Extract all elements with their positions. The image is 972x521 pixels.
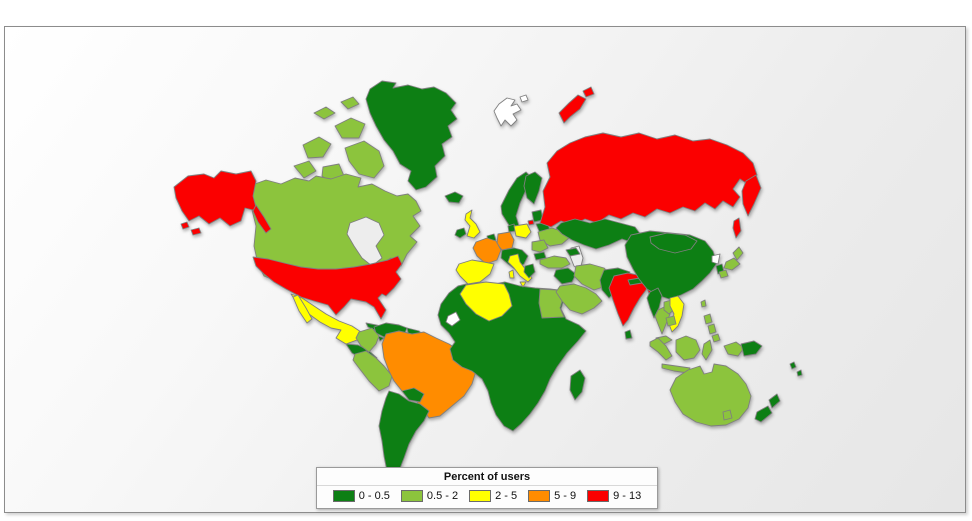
country-spain-portugal[interactable] xyxy=(455,259,495,285)
country-romania[interactable] xyxy=(531,239,549,253)
country-finland[interactable] xyxy=(523,171,543,205)
hudson-bay xyxy=(346,216,385,267)
map-panel: Percent of users 0 - 0.5 0.5 - 2 2 - 5 5… xyxy=(4,26,966,513)
legend-item-0[interactable]: 0 - 0.5 xyxy=(332,490,390,502)
country-pacific-islands[interactable] xyxy=(789,361,803,377)
legend-item-4[interactable]: 9 - 13 xyxy=(587,490,641,502)
country-usa-aleutians[interactable] xyxy=(180,221,202,236)
country-taiwan[interactable] xyxy=(700,299,707,308)
country-west-papua[interactable] xyxy=(723,341,745,357)
country-mexico[interactable] xyxy=(290,293,362,345)
legend-label-1: 0.5 - 2 xyxy=(426,490,459,502)
country-bolivia[interactable] xyxy=(401,387,425,403)
legend-swatch-2 xyxy=(469,490,492,502)
legend-item-3[interactable]: 5 - 9 xyxy=(528,490,576,502)
legend-swatch-3 xyxy=(528,490,551,502)
country-jamaica[interactable] xyxy=(377,335,385,342)
country-china[interactable] xyxy=(624,230,718,300)
country-western-sahara xyxy=(445,311,461,327)
country-colombia[interactable] xyxy=(355,327,380,353)
legend-label-3: 5 - 9 xyxy=(554,490,577,502)
country-mongolia[interactable] xyxy=(649,232,698,254)
legend-title: Percent of users xyxy=(317,468,657,486)
country-australia[interactable] xyxy=(669,363,752,427)
legend-item-2[interactable]: 2 - 5 xyxy=(469,490,517,502)
country-russia-kaliningrad[interactable] xyxy=(527,219,535,226)
country-north-korea xyxy=(711,253,721,265)
country-greece[interactable] xyxy=(523,263,536,279)
country-tasmania[interactable] xyxy=(722,409,733,421)
country-russia-novaya-zemlya[interactable] xyxy=(558,86,595,124)
legend: Percent of users 0 - 0.5 0.5 - 2 2 - 5 5… xyxy=(316,467,658,509)
country-turkey[interactable] xyxy=(539,255,571,269)
country-africa[interactable] xyxy=(437,281,587,432)
country-sri-lanka[interactable] xyxy=(624,329,633,340)
country-madagascar[interactable] xyxy=(569,369,586,401)
country-iceland[interactable] xyxy=(444,191,464,204)
country-mexico-baja[interactable] xyxy=(292,294,313,324)
legend-items: 0 - 0.5 0.5 - 2 2 - 5 5 - 9 9 - 13 xyxy=(317,486,657,502)
world-choropleth-map xyxy=(173,80,803,477)
country-usa-alaska-panhandle[interactable] xyxy=(252,204,272,234)
country-italy[interactable] xyxy=(507,253,533,288)
country-france[interactable] xyxy=(472,237,502,265)
country-usa[interactable] xyxy=(252,255,403,320)
legend-label-2: 2 - 5 xyxy=(495,490,518,502)
country-new-zealand[interactable] xyxy=(754,393,781,423)
country-cambodia[interactable] xyxy=(665,315,677,327)
country-peru-ecuador[interactable] xyxy=(352,350,393,392)
country-russia[interactable] xyxy=(539,132,758,228)
country-russia-kamchatka[interactable] xyxy=(741,174,762,217)
country-greenland[interactable] xyxy=(365,80,458,191)
legend-swatch-1 xyxy=(400,490,423,502)
country-japan[interactable] xyxy=(718,246,744,279)
country-papua-new-guinea[interactable] xyxy=(740,340,763,357)
country-philippines[interactable] xyxy=(703,313,721,343)
country-indonesia[interactable] xyxy=(649,335,713,374)
legend-swatch-0 xyxy=(332,490,355,502)
country-russia-sakhalin[interactable] xyxy=(732,217,742,239)
legend-label-0: 0 - 0.5 xyxy=(358,490,390,502)
legend-swatch-4 xyxy=(587,490,610,502)
country-argentina-chile[interactable] xyxy=(378,390,430,477)
country-poland[interactable] xyxy=(513,223,532,239)
country-ireland[interactable] xyxy=(454,227,467,239)
country-vietnam[interactable] xyxy=(668,295,685,333)
legend-item-1[interactable]: 0.5 - 2 xyxy=(400,490,459,502)
country-saudi-arabia[interactable] xyxy=(555,283,603,315)
legend-label-4: 9 - 13 xyxy=(613,490,642,502)
country-svalbard xyxy=(493,94,529,127)
country-usa-alaska[interactable] xyxy=(173,170,258,227)
country-algeria[interactable] xyxy=(459,281,513,322)
country-caucasus[interactable] xyxy=(565,247,581,257)
country-united-kingdom[interactable] xyxy=(464,209,481,239)
country-syria-iraq[interactable] xyxy=(553,267,577,285)
